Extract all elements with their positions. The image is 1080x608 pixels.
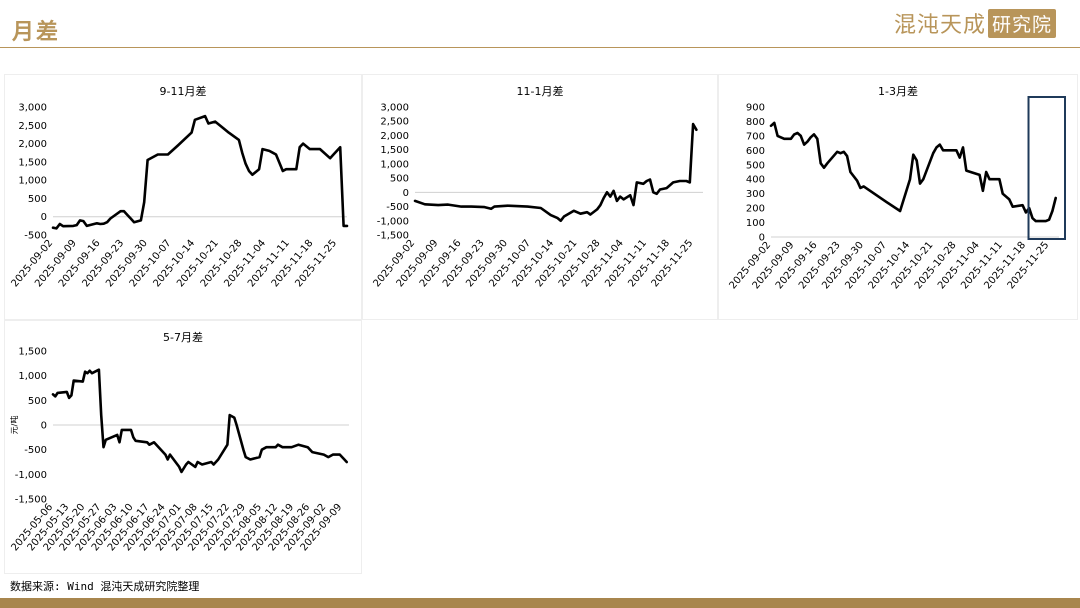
y-tick-label: 0	[41, 212, 47, 223]
y-tick-label: -1,500	[377, 231, 409, 242]
y-tick-label: 2,500	[380, 117, 409, 128]
y-tick-label: 700	[746, 131, 765, 142]
y-tick-label: 3,000	[380, 103, 409, 114]
y-tick-label: 1,500	[380, 145, 409, 156]
y-tick-label: 900	[746, 103, 765, 114]
y-tick-label: 300	[746, 189, 765, 200]
y-tick-label: 2,500	[18, 121, 47, 132]
series-line	[51, 368, 349, 474]
chart-panel-5-7: 5-7月差 -1,500 -1,000 -500 0 500 1,000 1,500 2025…	[4, 320, 362, 574]
y-tick-label: -500	[24, 231, 47, 242]
y-tick-label: 400	[746, 175, 765, 186]
y-axis-label: 元/吨	[9, 416, 19, 435]
y-tick-label: -1,000	[15, 470, 47, 481]
chart-title: 1-3月差	[878, 85, 918, 98]
brand-logo: 混沌天成 研究院	[894, 8, 1056, 38]
y-tick-label: 500	[28, 396, 47, 407]
y-tick-label: 200	[746, 204, 765, 215]
footer-bar	[0, 598, 1080, 608]
y-tick-label: -1,500	[15, 495, 47, 506]
y-tick-label: 0	[759, 233, 765, 244]
y-tick-label: 800	[746, 117, 765, 128]
y-tick-label: 1,000	[380, 159, 409, 170]
chart-panel-9-11: 9-11月差 -500 0 500 1,000 1,500 2,000 2,500 3,000…	[4, 74, 362, 320]
series-line	[51, 114, 349, 230]
y-tick-label: 1,500	[18, 347, 47, 358]
page-title: 月差	[12, 19, 61, 45]
y-tick-label: 0	[41, 421, 47, 432]
y-tick-label: -500	[386, 202, 409, 213]
y-tick-label: 1,000	[18, 371, 47, 382]
y-tick-label: -500	[24, 445, 47, 456]
chart-canvas: 01002003004005006007008009002025-09-0220…	[728, 96, 1066, 291]
y-tick-label: 2,000	[380, 131, 409, 142]
y-tick-label: 1,500	[18, 157, 47, 168]
series-line	[413, 122, 698, 223]
y-tick-label: -1,000	[377, 216, 409, 227]
y-tick-label: 3,000	[18, 103, 47, 114]
logo-seal: 研究院	[987, 8, 1056, 38]
highlight-box	[1027, 96, 1066, 240]
source-note: 数据来源: Wind 混沌天成研究院整理	[10, 580, 200, 593]
y-tick-label: 2,000	[18, 139, 47, 150]
y-tick-label: 600	[746, 146, 765, 157]
y-tick-label: 500	[390, 174, 409, 185]
chart-title: 9-11月差	[159, 85, 207, 98]
chart-panel-11-1: 11-1月差 -1,500 -1,000 -500 0 500 1,000 1,500 2,0…	[362, 74, 718, 320]
chart-title: 5-7月差	[163, 331, 203, 344]
chart-canvas: -1,500-1,000-50005001,0001,5002025-05-06…	[9, 347, 349, 553]
chart-title: 11-1月差	[516, 85, 564, 98]
y-tick-label: 500	[28, 194, 47, 205]
series-line	[769, 121, 1058, 223]
chart-panel-1-3: 1-3月差 0 100 200 300 400 500 600 700 800 900 2025-0…	[718, 74, 1078, 320]
y-tick-label: 0	[403, 188, 409, 199]
logo-text: 混沌天成	[893, 13, 986, 38]
y-tick-label: 1,000	[18, 176, 47, 187]
y-tick-label: 500	[746, 160, 765, 171]
y-tick-label: 100	[746, 218, 765, 229]
chart-canvas: -1,500 -1,000 -500 0 500 1,000 1,500 2,000 2,500…	[372, 103, 703, 289]
chart-canvas: -50005001,0001,5002,0002,5003,0002025-09…	[10, 103, 349, 289]
header-divider	[0, 47, 1080, 48]
